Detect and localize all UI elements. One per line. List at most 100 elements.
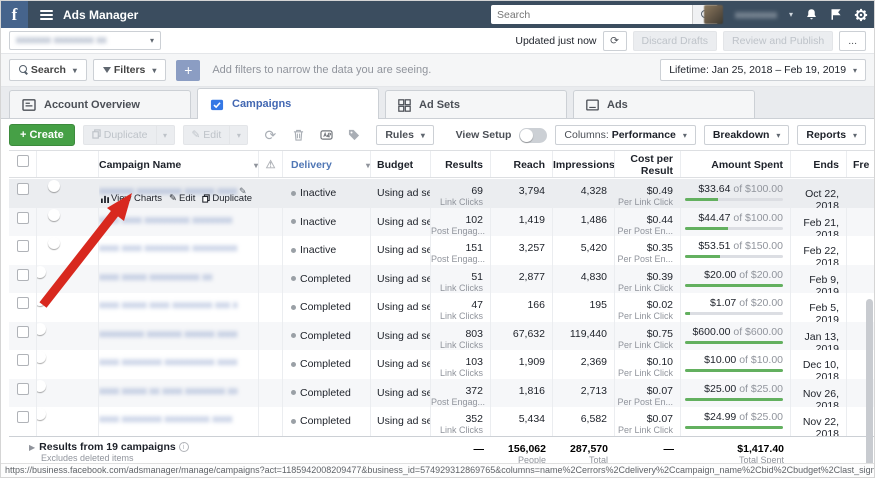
column-amount-spent[interactable]: Amount Spent [681, 151, 791, 177]
user-name[interactable]: xxxxxxxx [734, 8, 777, 21]
account-overview-icon [22, 99, 36, 111]
view-setup-toggle[interactable] [519, 127, 548, 143]
ab-test-icon[interactable] [314, 124, 338, 146]
bell-icon[interactable] [805, 8, 818, 21]
row-checkbox[interactable] [16, 411, 29, 423]
history-icon[interactable]: ⟳ [264, 126, 277, 143]
duplicate-button[interactable]: Duplicate [82, 125, 157, 145]
more-options-button[interactable]: ... [839, 30, 866, 51]
rules-button[interactable]: Rules ▾ [376, 125, 434, 145]
row-checkbox[interactable] [16, 354, 29, 366]
row-checkbox[interactable] [16, 183, 29, 195]
column-ends[interactable]: Ends [791, 151, 847, 177]
columns-button[interactable]: Columns: Performance ▾ [555, 125, 696, 145]
facebook-logo-icon[interactable]: f [1, 1, 28, 28]
campaign-name[interactable]: xxxx xxxxx xxxxxxxxxx xx [99, 271, 213, 283]
edit-button[interactable]: ✎ Edit [182, 125, 231, 145]
column-frequency[interactable]: Fre [853, 159, 870, 171]
select-all-checkbox[interactable] [16, 155, 29, 167]
cost-per-result-value: $0.07 [646, 413, 673, 425]
global-search-input[interactable] [491, 5, 692, 24]
tab-account-overview[interactable]: Account Overview [9, 90, 191, 119]
ends-date: Nov 22, 2018 [802, 416, 839, 436]
avatar[interactable] [703, 5, 723, 24]
footer-cpr: — [663, 443, 675, 455]
row-checkbox[interactable] [16, 382, 29, 395]
campaign-name[interactable]: xxxxxxx xxxxxxxxx xxxxxx xxxxxxxx [99, 186, 237, 197]
table-row[interactable]: xxxx xxxxx xxxx xxxxxxxx xxx xxxxxxxx Co… [9, 293, 874, 322]
table-row[interactable]: xxxx xxxx xxxxxxxxx xxxxxxxx Inactive Us… [9, 207, 874, 236]
campaign-name[interactable]: xxxx xxxx xxxxxxxxx xxxxxxxxx [99, 243, 237, 254]
row-checkbox[interactable] [16, 268, 29, 281]
view-charts-button[interactable]: View Charts [101, 193, 162, 204]
edit-name-icon[interactable]: ✎ [239, 186, 247, 196]
filters-button[interactable]: Filters ▾ [92, 59, 167, 81]
add-filter-button[interactable]: + [176, 59, 201, 81]
chevron-down-icon[interactable]: ▾ [788, 10, 793, 19]
refresh-button[interactable]: ⟳ [602, 30, 627, 51]
status-dot-icon [291, 276, 296, 282]
duplicate-dropdown-button[interactable]: ▾ [156, 125, 175, 145]
row-duplicate-button[interactable]: Duplicate [202, 193, 252, 204]
column-reach[interactable]: Reach [491, 151, 553, 177]
spent-progress-fill [685, 255, 721, 258]
ad-account-selector[interactable]: xxxxxxx xxxxxxxx xx ▾ [9, 31, 161, 50]
campaign-name[interactable]: xxxx xxxxx xxxx xxxxxxxx xxx xxxxxxxx [99, 300, 237, 311]
campaign-name[interactable]: xxxx xxxx xxxxxxxxx xxxxxxxx [99, 214, 233, 226]
row-checkbox[interactable] [16, 211, 29, 224]
table-row[interactable]: xxxx xxxx xxxxxxxxx xxxxxxxxx Inactive U… [9, 236, 874, 265]
breakdown-button[interactable]: Breakdown ▾ [703, 125, 790, 145]
impressions-value: 2,713 [580, 384, 607, 397]
results-type: Link Clicks [439, 425, 483, 435]
discard-drafts-button[interactable]: Discard Drafts [632, 30, 718, 51]
column-campaign-name[interactable]: Campaign Name ▾ [99, 151, 259, 177]
tab-campaigns[interactable]: Campaigns [197, 88, 379, 119]
review-publish-button[interactable]: Review and Publish [723, 30, 834, 51]
cost-per-result-value: $0.39 [646, 270, 673, 283]
column-budget[interactable]: Budget [371, 151, 431, 177]
vertical-scrollbar[interactable] [866, 299, 873, 477]
campaign-name[interactable]: xxxxxxxxx xxxxxxx xxxxxx xxxx xxxxxxxxxx… [99, 328, 237, 340]
chevron-down-icon: ▾ [149, 36, 154, 45]
table-row[interactable]: xxxx xxxxx xx xxxx xxxxxxxx xxxxxxx Comp… [9, 378, 874, 407]
table-row[interactable]: xxxx xxxxxxxx xxxxxxxxx xxxx Completed U… [9, 407, 874, 436]
table-row[interactable]: xxxx xxxxxxxx xxxxxxxxxx xxxxxx Complete… [9, 350, 874, 379]
row-checkbox[interactable] [16, 297, 29, 309]
gear-icon[interactable] [854, 8, 868, 22]
column-impressions[interactable]: Impressions [553, 151, 615, 177]
table-row[interactable]: xxxxxxxxx xxxxxxx xxxxxx xxxx xxxxxxxxxx… [9, 321, 874, 350]
column-results[interactable]: Results [431, 151, 491, 177]
tag-icon[interactable] [342, 124, 366, 146]
flag-icon[interactable] [830, 8, 842, 21]
row-edit-button[interactable]: ✎ Edit [169, 193, 196, 204]
cost-per-result-value: $0.49 [646, 185, 673, 197]
edit-dropdown-button[interactable]: ▾ [230, 125, 249, 145]
table-row[interactable]: xxxx xxxxx xxxxxxxxxx xx Completed Using… [9, 264, 874, 293]
ends-date: Feb 5, 2019 [809, 302, 839, 322]
cost-per-result-value: $0.07 [646, 384, 673, 397]
footer-reach: 156,062 [508, 443, 546, 455]
results-type: Post Engag... [431, 225, 486, 236]
search-filter-button[interactable]: Search ▾ [9, 59, 87, 81]
date-range-selector[interactable]: Lifetime: Jan 25, 2018 – Feb 19, 2019 ▾ [660, 59, 866, 81]
delete-icon[interactable] [286, 124, 310, 146]
spent-progress-fill [685, 397, 783, 401]
column-delivery[interactable]: Delivery ▾ [283, 151, 371, 177]
expand-icon[interactable]: ▶ [29, 443, 36, 452]
row-checkbox[interactable] [16, 325, 29, 338]
campaign-name[interactable]: xxxx xxxxxxxx xxxxxxxxxx xxxxxx [99, 357, 237, 368]
hamburger-menu-icon[interactable] [40, 9, 53, 20]
reach-value: 3,257 [518, 242, 545, 254]
info-icon[interactable]: i [178, 442, 189, 452]
tab-ad-sets[interactable]: Ad Sets [385, 90, 567, 119]
reports-button[interactable]: Reports ▾ [797, 125, 866, 145]
campaign-name[interactable]: xxxx xxxxx xx xxxx xxxxxxxx xxxxxxx [99, 385, 237, 397]
row-checkbox[interactable] [16, 240, 29, 252]
column-cost-per-result[interactable]: Cost per Result [615, 151, 681, 177]
impressions-value: 5,420 [580, 242, 607, 254]
tab-ads[interactable]: Ads [573, 90, 755, 119]
create-button[interactable]: + Create [9, 124, 75, 146]
campaign-name[interactable]: xxxx xxxxxxxx xxxxxxxxx xxxx [99, 414, 233, 425]
table-row[interactable]: xxxxxxx xxxxxxxxx xxxxxx xxxxxxxx✎ View … [9, 179, 874, 208]
results-type: Link Clicks [439, 368, 483, 378]
